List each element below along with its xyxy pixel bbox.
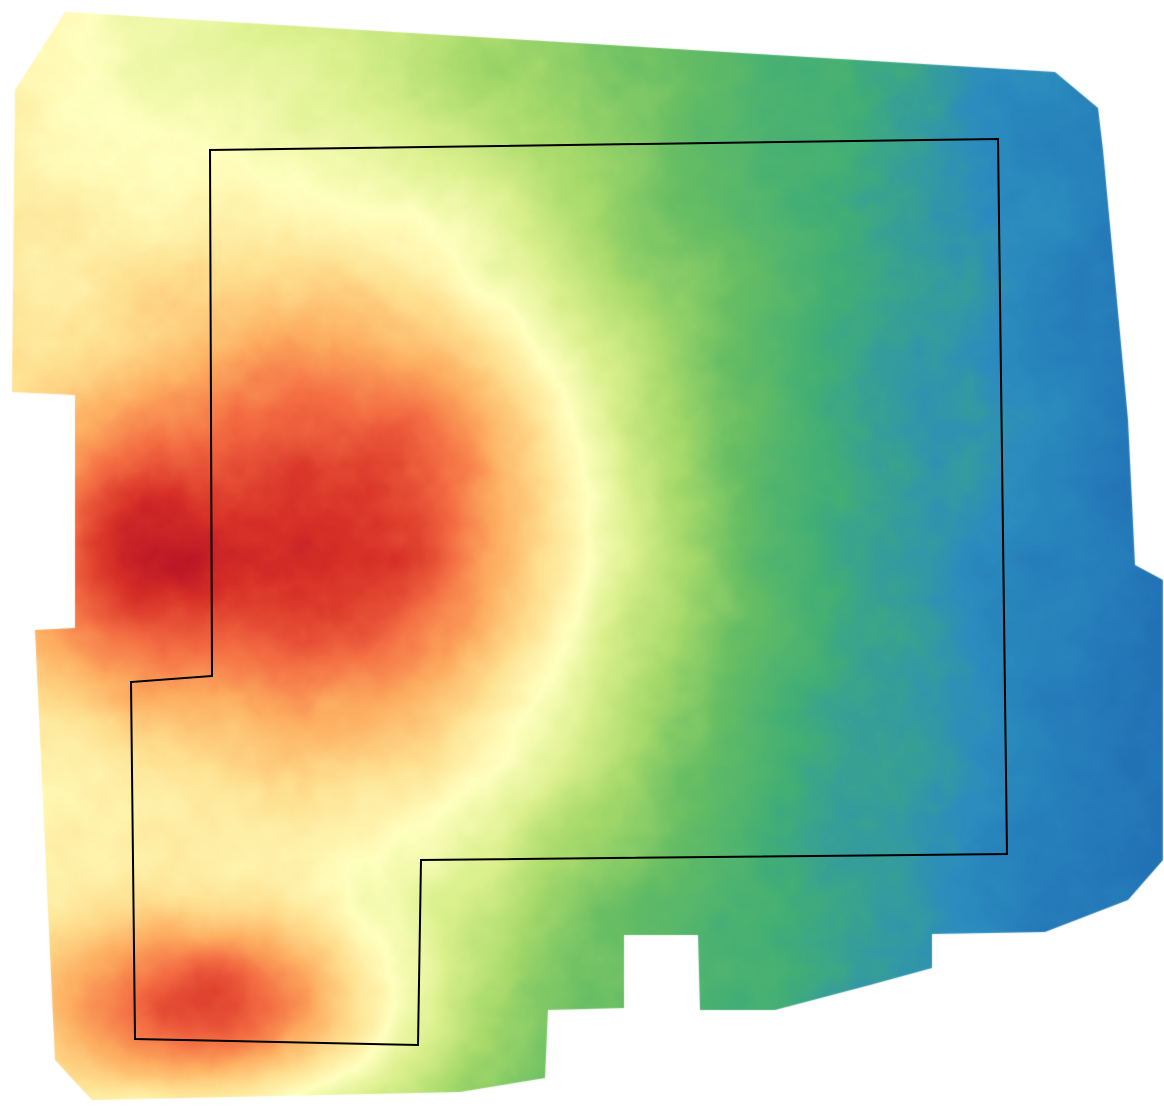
- elevation-raster[interactable]: [0, 0, 1164, 1115]
